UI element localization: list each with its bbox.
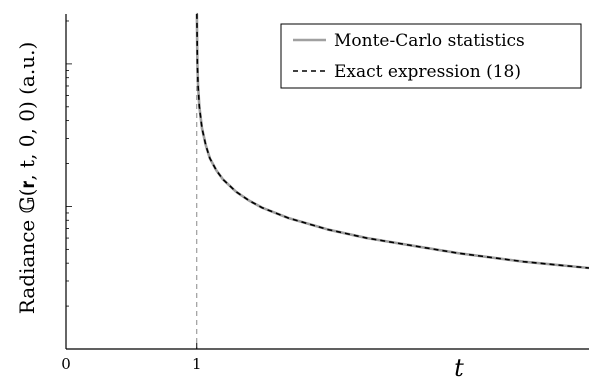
legend-label-monte-carlo: Monte-Carlo statistics	[334, 31, 525, 51]
x-tick-marks	[65, 343, 198, 349]
x-tick-label-1: 1	[192, 355, 202, 373]
x-tick-label-0: 0	[61, 355, 71, 373]
x-axis-label: t	[454, 354, 464, 379]
y-tick-marks	[66, 20, 72, 350]
series-layer	[195, 12, 589, 270]
legend-box	[280, 23, 582, 89]
y-axis-label: Radiance 𝔾(𝐫, t, 0, 0) (a.u.)	[15, 42, 39, 314]
legend-label-exact-expression: Exact expression (18)	[334, 62, 521, 82]
series-exact-expression-line	[196, 13, 589, 269]
legend: Monte-Carlo statistics Exact expression …	[280, 23, 582, 89]
